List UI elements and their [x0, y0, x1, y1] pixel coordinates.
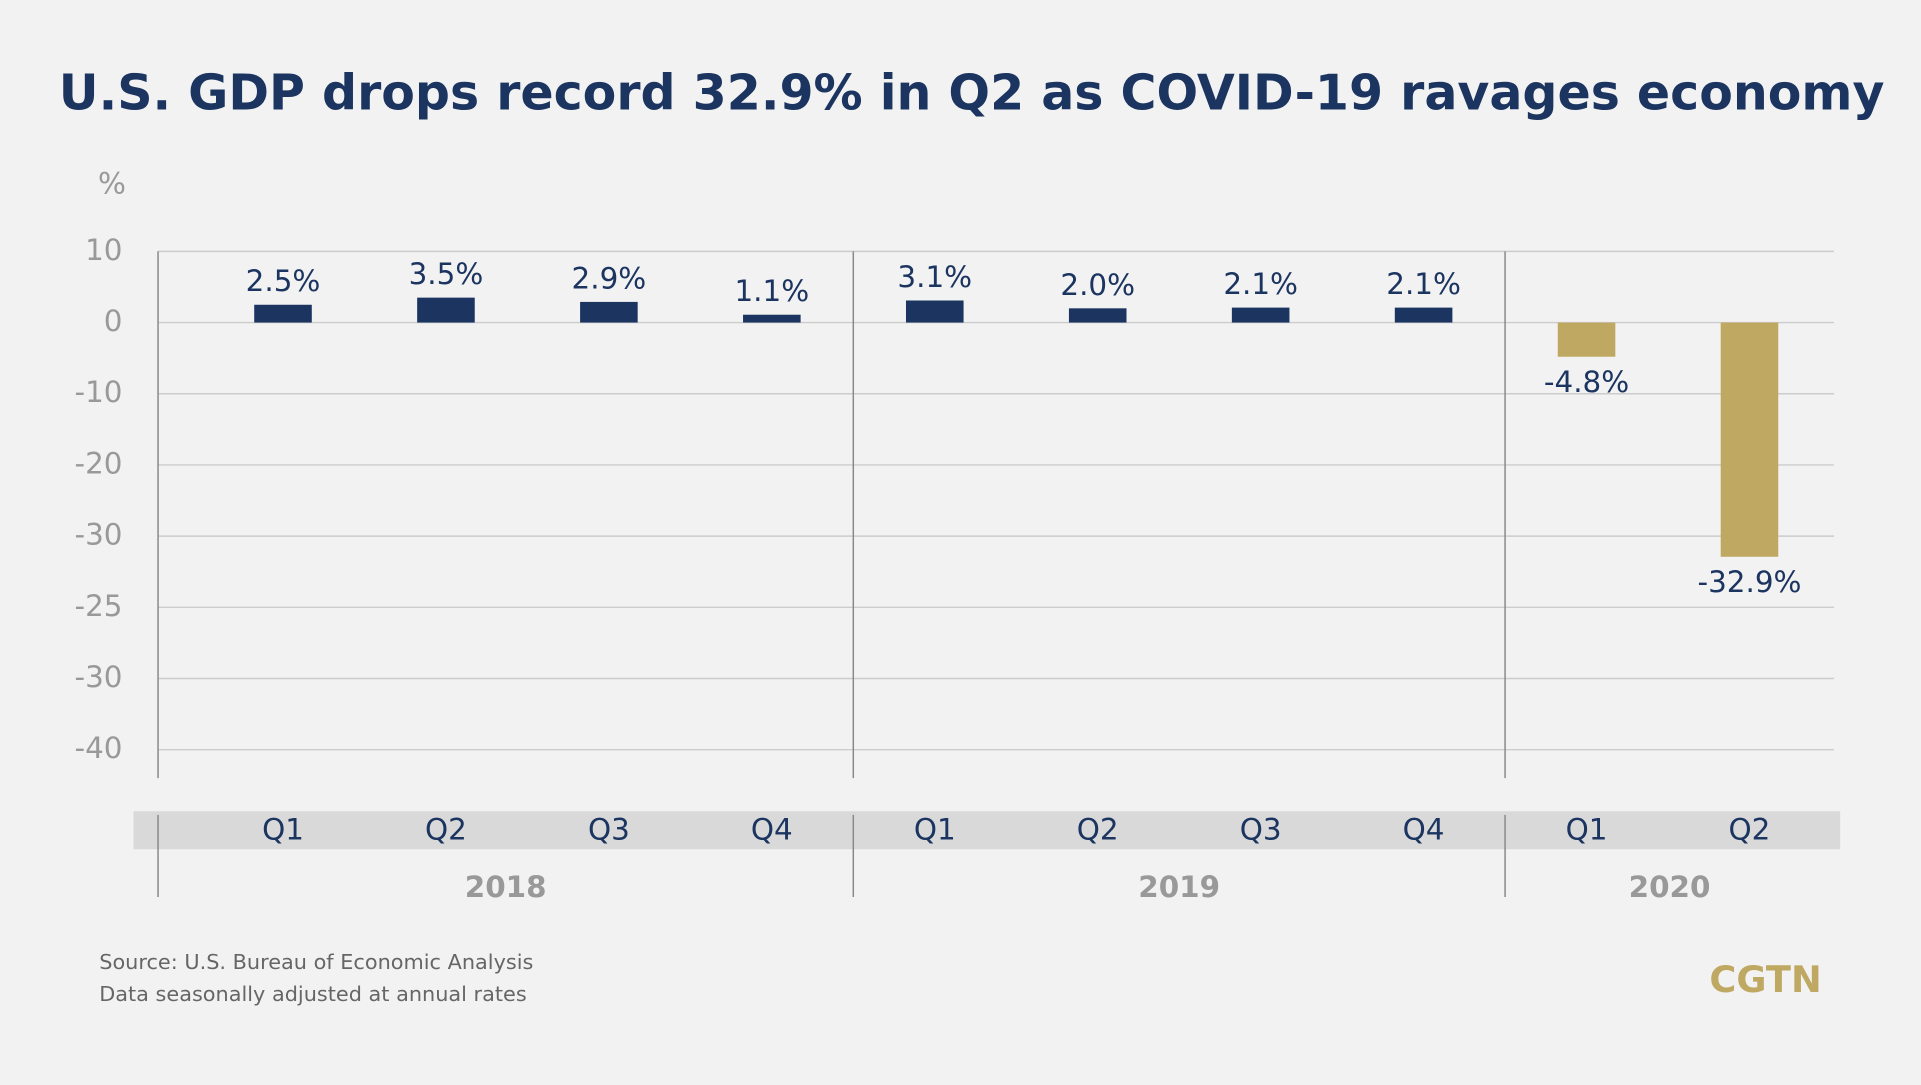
y-tick-label: -30 — [74, 518, 122, 552]
value-label: 3.5% — [409, 257, 484, 291]
y-unit: % — [98, 167, 126, 201]
bar — [1720, 322, 1779, 557]
bar — [1557, 322, 1616, 357]
x-tick-label: Q4 — [751, 812, 793, 846]
y-tick-label: -20 — [74, 446, 122, 480]
bar — [254, 304, 312, 323]
logo: CGTN — [1709, 958, 1821, 1001]
x-tick-label: Q1 — [1566, 812, 1608, 846]
x-tick-label: Q2 — [425, 812, 467, 846]
x-tick-label: Q4 — [1403, 812, 1445, 846]
y-tick-label: -25 — [74, 589, 122, 623]
y-tick-label: 0 — [104, 304, 123, 338]
x-tick-label: Q1 — [262, 812, 304, 846]
bar — [905, 300, 964, 323]
group-label: 2020 — [1629, 870, 1711, 904]
y-tick-label: -40 — [74, 731, 122, 765]
y-tick-label: 10 — [85, 233, 122, 267]
source-note: Source: U.S. Bureau of Economic Analysis — [99, 950, 533, 974]
value-label: 3.1% — [897, 260, 972, 294]
chart-title: U.S. GDP drops record 32.9% in Q2 as COV… — [59, 64, 1885, 121]
category-band — [133, 811, 1841, 850]
bar — [1394, 307, 1453, 323]
y-tick-label: -30 — [74, 660, 122, 694]
bar — [417, 297, 475, 323]
bar — [743, 314, 801, 323]
x-tick-label: Q1 — [914, 812, 956, 846]
x-tick-label: Q3 — [1240, 812, 1282, 846]
value-label: -32.9% — [1697, 565, 1801, 599]
value-label: 2.9% — [572, 261, 647, 295]
x-tick-label: Q3 — [588, 812, 630, 846]
group-label: 2018 — [465, 870, 547, 904]
source-note: Data seasonally adjusted at annual rates — [99, 982, 526, 1006]
value-label: 2.5% — [246, 264, 321, 298]
value-label: -4.8% — [1544, 365, 1629, 399]
x-tick-label: Q2 — [1077, 812, 1119, 846]
value-label: 2.1% — [1223, 267, 1298, 301]
bar — [580, 301, 638, 323]
value-label: 1.1% — [734, 274, 809, 308]
group-label: 2019 — [1138, 870, 1220, 904]
value-label: 2.0% — [1060, 268, 1135, 302]
x-tick-label: Q2 — [1729, 812, 1771, 846]
y-tick-label: -10 — [74, 375, 122, 409]
value-label: 2.1% — [1386, 267, 1461, 301]
bar — [1231, 307, 1290, 323]
bar — [1068, 308, 1127, 323]
